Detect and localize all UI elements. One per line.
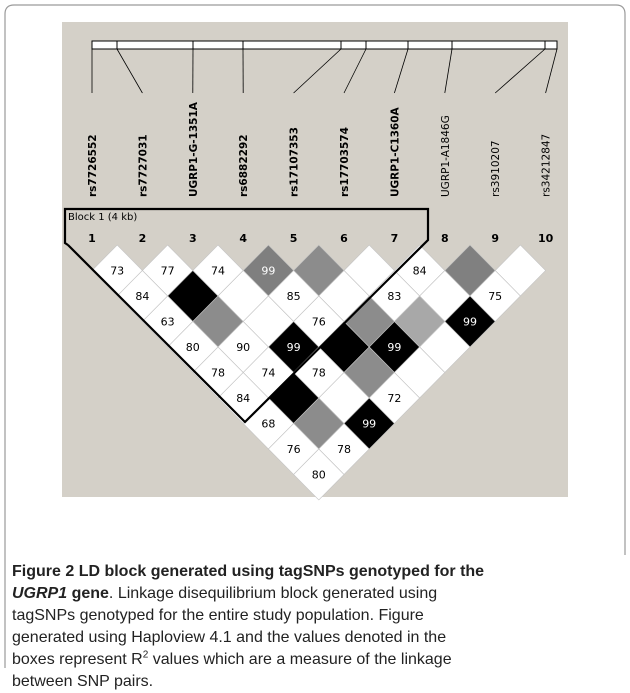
marker-number: 8 <box>441 232 449 245</box>
ld-value: 84 <box>413 265 427 278</box>
marker-number: 7 <box>391 232 399 245</box>
caption-text: values which are a measure of the linkag… <box>153 651 452 668</box>
marker-label: rs17703574 <box>339 127 351 197</box>
marker-label: UGRP1-C1360A <box>389 106 401 197</box>
ld-value: 83 <box>387 290 401 303</box>
ld-value: 85 <box>287 290 301 303</box>
caption: Figure 2 LD block generated using tagSNP… <box>12 561 624 693</box>
marker-label: UGRP1-G-1351A <box>188 101 200 197</box>
caption-title-end: gene <box>72 585 109 602</box>
ld-value: 99 <box>261 265 275 278</box>
marker-label: UGRP1-A1846G <box>440 115 452 197</box>
caption-line: tagSNPs genotyped for the entire study p… <box>12 605 624 627</box>
marker-number: 9 <box>491 232 499 245</box>
marker-number: 4 <box>239 232 247 245</box>
caption-text: . Linkage disequilibrium block generated… <box>109 585 437 602</box>
marker-label: rs3910207 <box>490 140 502 197</box>
ld-value: 99 <box>463 316 477 329</box>
caption-title: LD block generated using tagSNPs genotyp… <box>79 563 484 580</box>
gene-name: UGRP1 <box>12 585 67 602</box>
position-bar <box>92 41 557 49</box>
marker-number: 2 <box>139 232 147 245</box>
ld-value: 63 <box>161 316 175 329</box>
ld-value: 99 <box>362 418 376 431</box>
block-label: Block 1 (4 kb) <box>68 212 137 223</box>
caption-line: generated using Haploview 4.1 and the va… <box>12 627 624 649</box>
ld-value: 76 <box>287 443 301 456</box>
ld-value: 72 <box>387 392 401 405</box>
caption-line: between SNP pairs. <box>12 671 624 693</box>
ld-value: 77 <box>161 265 175 278</box>
marker-label: rs6882292 <box>238 134 250 197</box>
superscript: 2 <box>143 650 149 661</box>
ld-value: 78 <box>211 367 225 380</box>
ld-value: 99 <box>387 341 401 354</box>
marker-number: 3 <box>189 232 197 245</box>
marker-label: rs7727031 <box>137 134 149 197</box>
caption-line: UGRP1 gene. Linkage disequilibrium block… <box>12 583 624 605</box>
ld-value: 74 <box>211 265 225 278</box>
marker-number: 5 <box>290 232 298 245</box>
ld-value: 78 <box>337 443 351 456</box>
ld-value: 84 <box>135 290 149 303</box>
marker-label: rs17107353 <box>289 127 301 197</box>
ld-value: 90 <box>236 341 250 354</box>
ld-value: 80 <box>186 341 200 354</box>
caption-line: boxes represent R2 values which are a me… <box>12 649 624 671</box>
ld-value: 84 <box>236 392 250 405</box>
ld-value: 74 <box>261 367 275 380</box>
marker-label: rs7726552 <box>87 134 99 197</box>
marker-number: 1 <box>88 232 96 245</box>
marker-number: 6 <box>340 232 348 245</box>
ld-value: 75 <box>488 290 502 303</box>
caption-label: Figure 2 <box>12 563 74 580</box>
marker-number: 10 <box>538 232 554 245</box>
marker-label: rs34212847 <box>541 134 553 197</box>
ld-value: 99 <box>287 341 301 354</box>
ld-value: 68 <box>261 418 275 431</box>
caption-text: boxes represent R <box>12 651 143 668</box>
caption-line: Figure 2 LD block generated using tagSNP… <box>12 561 624 583</box>
ld-value: 78 <box>312 367 326 380</box>
ld-value: 73 <box>110 265 124 278</box>
ld-value: 80 <box>312 469 326 482</box>
ld-value: 76 <box>312 316 326 329</box>
